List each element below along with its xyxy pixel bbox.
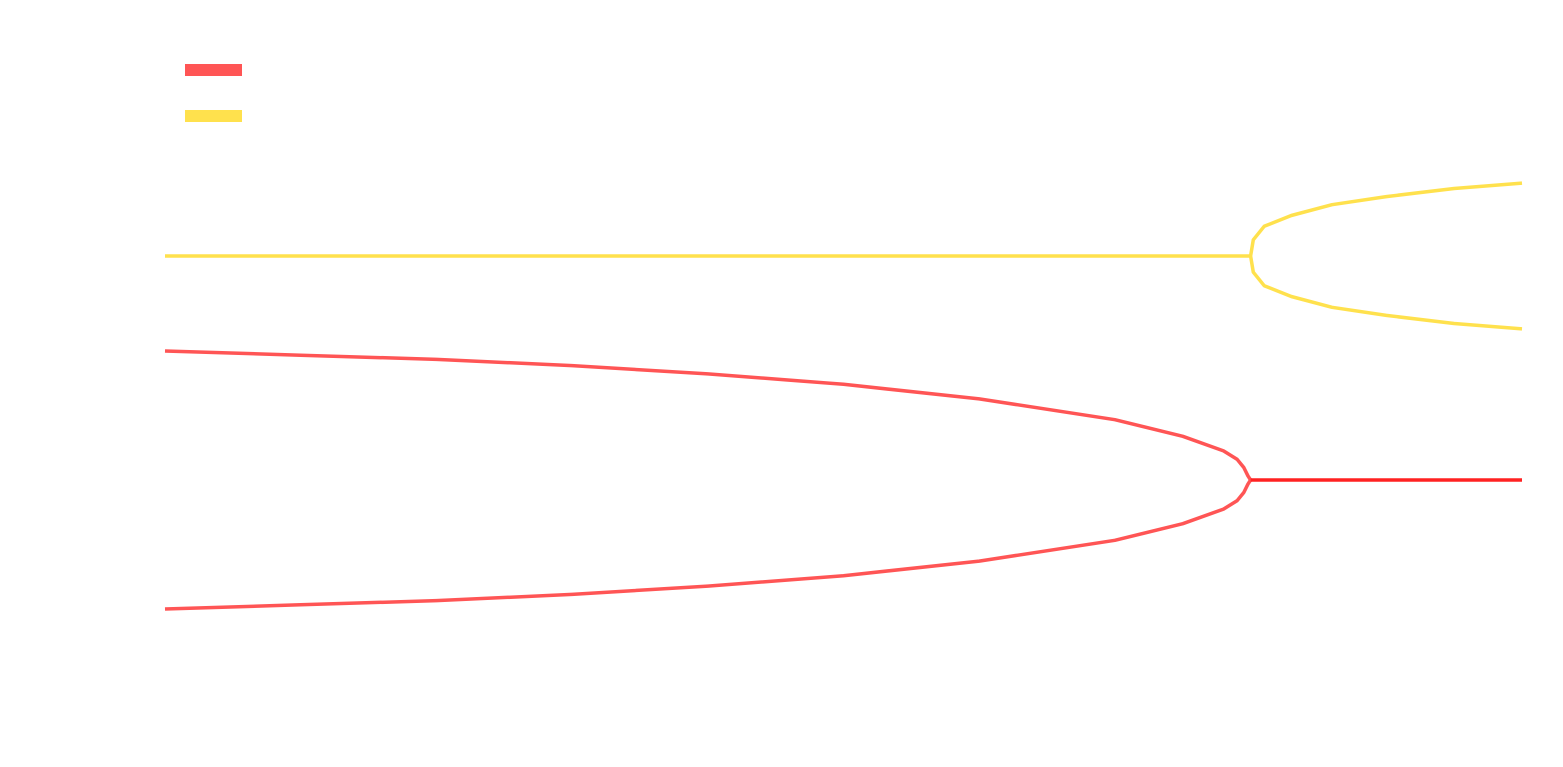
plot-area [164,181,1523,611]
legend-swatch-series-1 [185,64,242,76]
legend-swatch-series-2 [185,110,242,122]
series-2-branch-2-line [1248,181,1523,257]
series-1-branch-2-line [164,479,1253,611]
series-1-branch-1-line [164,349,1253,481]
series-2-branch-3-line [1248,255,1523,331]
